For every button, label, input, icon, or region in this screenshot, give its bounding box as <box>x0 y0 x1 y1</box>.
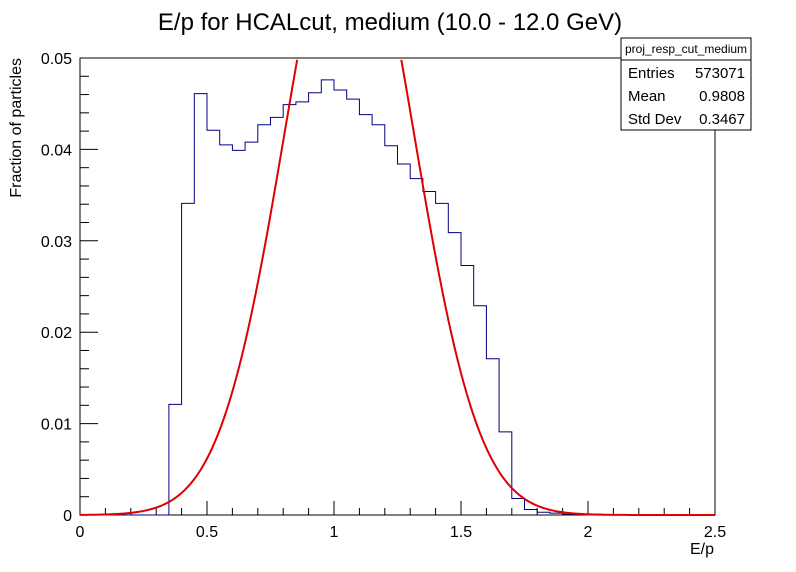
y-tick-label: 0.04 <box>41 142 72 159</box>
stats-stddev-label: Std Dev <box>628 111 682 128</box>
y-tick-label: 0 <box>63 508 72 525</box>
y-tick-label: 0.01 <box>41 417 72 434</box>
x-tick-label: 1.5 <box>450 524 472 541</box>
stats-entries-label: Entries <box>628 65 675 82</box>
gaussian-fit-curve <box>79 59 715 516</box>
x-tick-label: 1 <box>330 524 339 541</box>
tick-labels: 0 0.5 1 1.5 2 2.5 0 0.01 0.02 0.03 0.04 0.05 <box>41 51 726 541</box>
x-tick-label: 0.5 <box>196 524 218 541</box>
stats-box-frame <box>620 37 752 131</box>
stats-box: proj_resp_cut_medium Entries 573071 Mean… <box>620 37 752 131</box>
axis-ticks <box>79 57 716 516</box>
histogram-line <box>80 79 715 516</box>
x-tick-label: 2 <box>584 524 593 541</box>
x-axis-label: E/p <box>690 541 714 558</box>
y-tick-label: 0.03 <box>41 234 72 251</box>
y-tick-label: 0.02 <box>41 325 72 342</box>
stats-stddev-value: 0.3467 <box>699 111 745 128</box>
stats-box-name: proj_resp_cut_medium <box>625 42 747 56</box>
chart-title: E/p for HCALcut, medium (10.0 - 12.0 GeV… <box>158 9 622 36</box>
y-axis-label: Fraction of particles <box>8 58 25 198</box>
y-tick-label: 0.05 <box>41 51 72 68</box>
plot-frame <box>79 57 716 516</box>
x-tick-label: 2.5 <box>704 524 726 541</box>
stats-entries-value: 573071 <box>695 65 745 82</box>
x-tick-label: 0 <box>76 524 85 541</box>
stats-mean-value: 0.9808 <box>699 88 745 105</box>
stats-mean-label: Mean <box>628 88 666 105</box>
